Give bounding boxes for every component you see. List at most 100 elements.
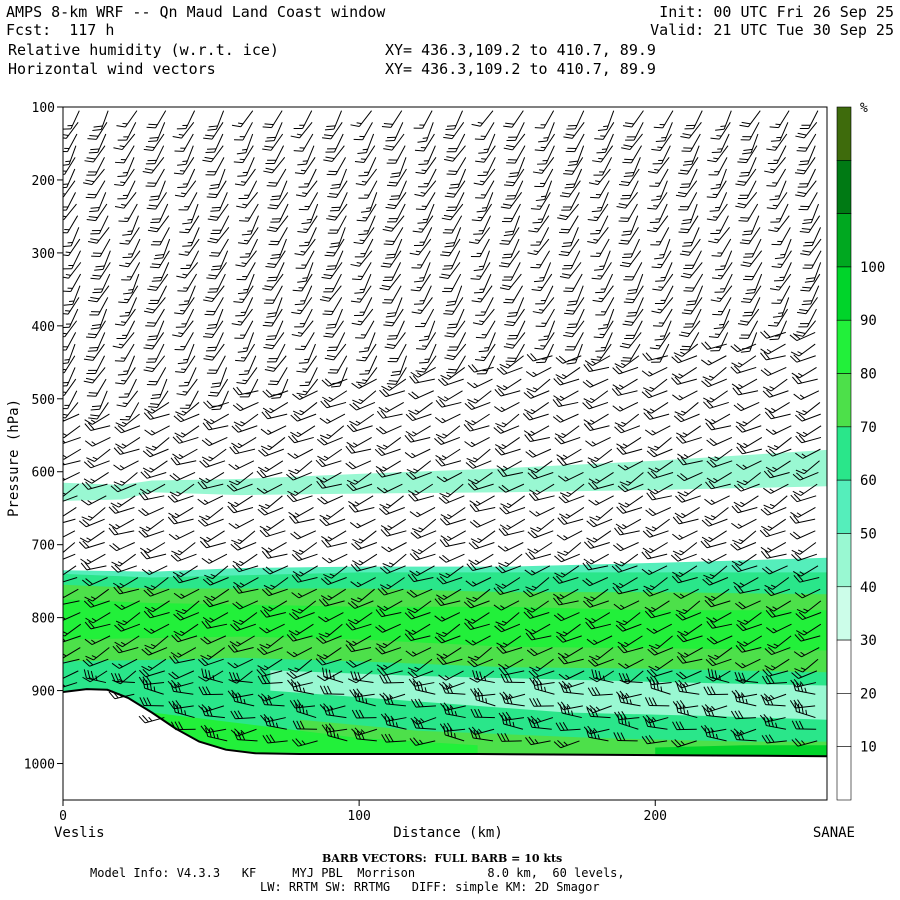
barb-flag <box>147 665 153 669</box>
wind-barb <box>386 145 406 164</box>
barb-flag <box>178 303 188 306</box>
wind-barb <box>434 635 461 644</box>
barb-flag <box>110 485 119 493</box>
barb-flag <box>378 447 386 455</box>
barb-flag <box>320 437 328 445</box>
barb-flag <box>261 411 269 420</box>
wind-barb <box>139 483 166 495</box>
barb-flag <box>292 611 300 619</box>
barb-flag <box>236 403 244 410</box>
barb-flag <box>472 322 482 326</box>
barb-flag <box>86 157 96 160</box>
wind-barb <box>376 410 403 419</box>
barb-flag <box>442 433 448 437</box>
wind-barb <box>439 517 466 526</box>
barb-flag <box>357 692 361 702</box>
wind-barb <box>435 448 461 461</box>
barb-flag <box>474 138 484 141</box>
barb-flag <box>54 657 60 664</box>
wind-barb <box>345 643 372 653</box>
wind-barb <box>326 157 346 176</box>
wind-barb <box>119 402 140 421</box>
wind-barb <box>472 670 495 684</box>
barb-flag <box>206 654 212 658</box>
barb-flag <box>321 536 330 542</box>
wind-barb <box>346 423 373 433</box>
barb-flag <box>291 739 299 747</box>
barb-flag <box>292 651 298 656</box>
wind-barb <box>413 285 432 305</box>
barb-flag <box>436 653 445 659</box>
barb-flag <box>147 322 157 324</box>
wind-barb <box>108 526 135 536</box>
barb-flag <box>142 679 146 689</box>
barb-flag <box>172 655 180 663</box>
barb-flag <box>385 321 395 324</box>
wind-barb <box>416 332 437 350</box>
barb-flag <box>360 210 370 213</box>
wind-barb <box>270 203 289 223</box>
wind-barb <box>233 731 258 742</box>
wind-barb <box>465 588 491 603</box>
barb-flag <box>445 128 455 131</box>
barb-flag <box>265 266 275 268</box>
wind-barb <box>446 133 466 153</box>
wind-barb <box>288 434 314 444</box>
wind-barb <box>143 609 170 619</box>
barb-flag <box>56 536 60 539</box>
valid-time: Valid: 21 UTC Tue 30 Sep 25 <box>650 21 894 39</box>
wind-barb <box>319 425 345 440</box>
barb-flag <box>330 242 340 245</box>
barb-flag <box>408 611 416 619</box>
wind-barb <box>356 203 377 222</box>
barb-flag <box>532 221 542 224</box>
barb-flag <box>474 690 477 700</box>
barb-flag <box>115 443 124 449</box>
wind-barb <box>266 215 289 233</box>
barb-flag <box>383 565 391 573</box>
barb-flag <box>409 738 417 746</box>
wind-barb <box>236 367 258 385</box>
wind-barb <box>114 600 140 611</box>
wind-barb <box>379 495 404 509</box>
wind-barb <box>409 507 436 518</box>
wind-barb <box>325 726 348 742</box>
barb-flag <box>260 428 269 435</box>
wind-barb <box>84 413 110 425</box>
wind-barb <box>141 647 168 656</box>
wind-barb <box>146 343 165 363</box>
barb-flag <box>271 718 275 728</box>
wind-barb <box>199 530 225 543</box>
barb-flag <box>141 529 149 537</box>
barb-flag <box>439 493 449 498</box>
barb-flag <box>386 343 396 347</box>
barb-flag <box>202 422 210 431</box>
barb-flag <box>271 253 281 256</box>
barb-flag <box>259 525 269 531</box>
wind-barb <box>119 250 141 268</box>
wind-barb <box>294 285 313 306</box>
wind-barb <box>146 367 167 386</box>
wind-barb <box>226 483 253 492</box>
barb-flag <box>336 733 339 739</box>
barb-flag <box>379 584 389 590</box>
barb-flag <box>205 333 215 335</box>
barb-flag <box>469 729 474 739</box>
wind-profile <box>78 110 111 684</box>
wind-barb <box>378 402 404 413</box>
wind-barb <box>408 493 435 502</box>
barb-flag <box>470 659 478 666</box>
wind-barb <box>382 215 405 232</box>
barb-flag <box>172 473 181 480</box>
barb-flag <box>199 460 207 468</box>
wind-barb <box>323 565 348 579</box>
barb-flag <box>317 497 325 505</box>
wind-barb <box>465 460 492 469</box>
wind-barb <box>321 122 343 140</box>
barb-flag <box>90 414 100 417</box>
barb-flag <box>465 580 474 587</box>
barb-flag <box>408 494 416 502</box>
wind-barb <box>63 378 77 396</box>
barb-flag <box>439 539 447 547</box>
